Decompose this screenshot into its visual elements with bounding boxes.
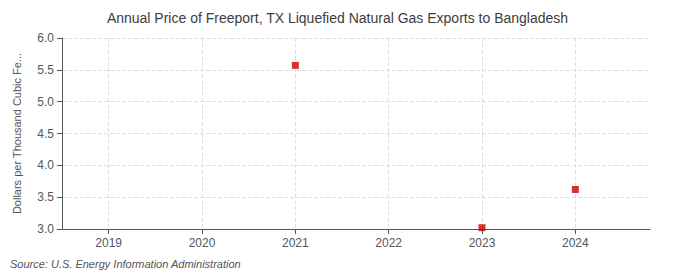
svg-text:Annual Price of Freeport, TX L: Annual Price of Freeport, TX Liquefied N… [107, 10, 568, 26]
svg-text:5.5: 5.5 [37, 63, 54, 77]
svg-text:6.0: 6.0 [37, 31, 54, 45]
svg-text:4.0: 4.0 [37, 158, 54, 172]
svg-text:Dollars per Thousand Cubic Fe.: Dollars per Thousand Cubic Fe... [11, 53, 23, 214]
svg-text:4.5: 4.5 [37, 127, 54, 141]
svg-text:3.5: 3.5 [37, 190, 54, 204]
svg-text:2021: 2021 [282, 236, 309, 250]
svg-text:5.0: 5.0 [37, 95, 54, 109]
svg-text:2023: 2023 [469, 236, 496, 250]
svg-text:Source: U.S. Energy Informatio: Source: U.S. Energy Information Administ… [10, 258, 241, 270]
svg-text:3.0: 3.0 [37, 222, 54, 236]
svg-text:2020: 2020 [189, 236, 216, 250]
svg-text:2024: 2024 [562, 236, 589, 250]
svg-text:2019: 2019 [95, 236, 122, 250]
svg-text:2022: 2022 [375, 236, 402, 250]
